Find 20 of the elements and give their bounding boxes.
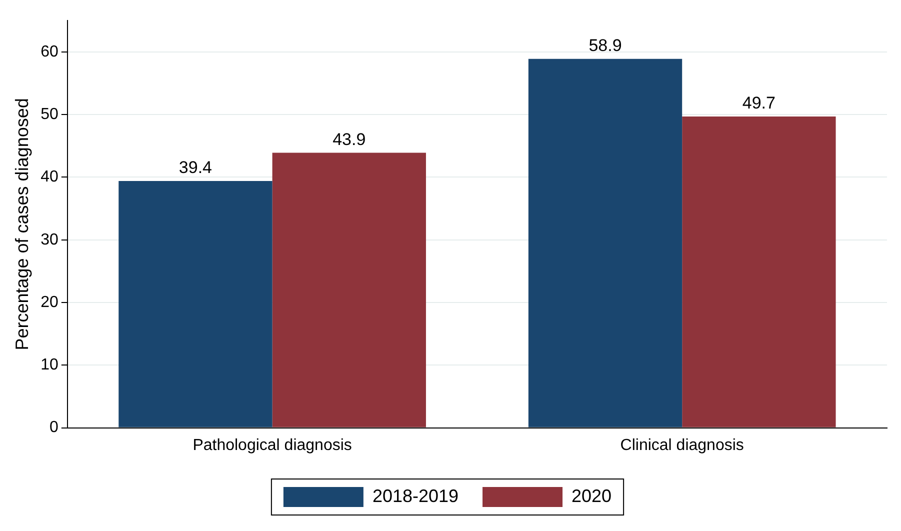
y-tick-label: 30 [40,231,58,248]
bar [682,116,836,428]
data-label: 39.4 [178,158,212,178]
y-tick-label: 10 [40,356,58,374]
bar [528,58,682,428]
bar [272,152,426,428]
y-tick-label: 60 [40,43,58,60]
x-tick-label: Clinical diagnosis [620,436,744,454]
y-tick-label: 50 [40,106,58,123]
y-tick-label: 20 [40,294,58,311]
x-tick-label: Pathological diagnosis [192,436,352,454]
data-label: 43.9 [332,130,366,149]
bar [118,180,272,428]
data-label: 49.7 [742,94,776,113]
y-tick-label: 0 [49,419,58,436]
y-axis-title: Percentage of cases diagnosed [12,98,32,350]
legend-label: 2020 [572,486,612,506]
legend-label: 2018-2019 [372,486,459,506]
y-tick-label: 40 [40,168,58,186]
data-label: 58.9 [588,36,622,55]
